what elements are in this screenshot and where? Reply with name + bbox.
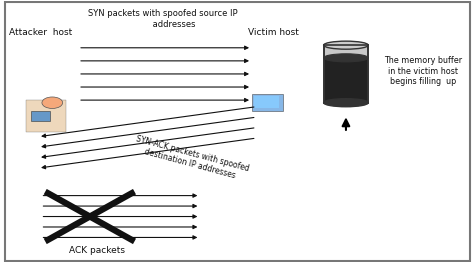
FancyBboxPatch shape — [5, 2, 471, 261]
Text: SYN-ACK packets with spoofed
destination IP addresses: SYN-ACK packets with spoofed destination… — [132, 134, 250, 184]
Ellipse shape — [324, 54, 368, 62]
Text: ACK packets: ACK packets — [69, 246, 125, 255]
Text: Attacker  host: Attacker host — [9, 28, 72, 37]
FancyBboxPatch shape — [27, 100, 66, 132]
FancyBboxPatch shape — [324, 58, 368, 103]
FancyBboxPatch shape — [324, 45, 368, 58]
Text: Victim host: Victim host — [248, 28, 299, 37]
FancyBboxPatch shape — [255, 96, 279, 108]
Text: The memory buffer
in the victim host
begins filling  up: The memory buffer in the victim host beg… — [384, 57, 463, 86]
Circle shape — [42, 97, 63, 108]
FancyBboxPatch shape — [252, 94, 283, 110]
Text: SYN packets with spoofed source IP
         addresses: SYN packets with spoofed source IP addre… — [88, 9, 237, 29]
Ellipse shape — [324, 41, 368, 49]
Ellipse shape — [324, 99, 368, 107]
FancyBboxPatch shape — [31, 110, 50, 121]
